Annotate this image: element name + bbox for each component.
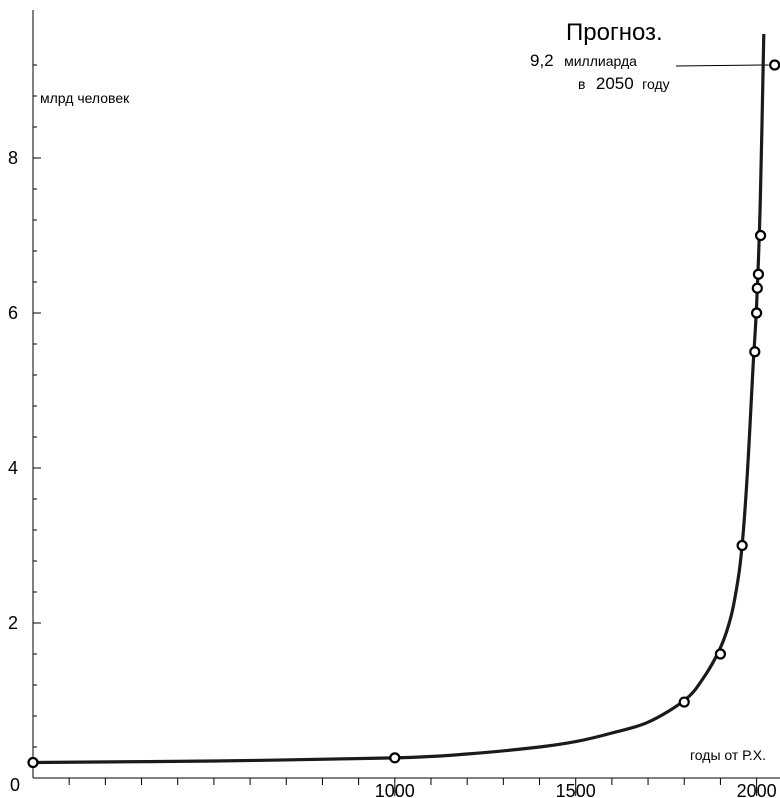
forecast-annotation: Прогноз. 9,2 миллиарда в 2050 году (530, 19, 769, 93)
data-point-2011 (754, 229, 767, 242)
data-point-2005 (752, 268, 765, 280)
forecast-leader-line (675, 64, 769, 67)
x-tick-labels: 1000 1500 2000 (375, 781, 777, 798)
y-tick-label-4: 4 (8, 458, 18, 478)
forecast-year: 2050 (596, 74, 634, 93)
population-curve (32, 33, 766, 765)
data-point-1900 (714, 648, 727, 660)
forecast-line-1: 9,2 миллиарда (530, 51, 637, 70)
forecast-value: 9,2 (530, 51, 554, 70)
forecast-line-2: в 2050 году (578, 74, 670, 93)
series-layer (27, 33, 780, 769)
forecast-title: Прогноз. (566, 19, 663, 46)
forecast-unit: миллиарда (564, 53, 637, 69)
x-axis-title: годы от Р.Х. (690, 747, 766, 763)
y-tick-label-2: 2 (8, 613, 18, 633)
y-tick-label-6: 6 (8, 303, 18, 323)
forecast-prefix: в (578, 76, 585, 92)
y-axis-title: млрд человек (40, 90, 130, 106)
x-tick-label-2000: 2000 (737, 781, 777, 798)
origin-label: 0 (10, 775, 20, 795)
x-tick-label-1500: 1500 (556, 781, 596, 798)
x-minor-ticks (68, 778, 758, 796)
y-tick-label-8: 8 (8, 148, 18, 168)
data-point-1995 (749, 346, 761, 358)
y-minor-ticks (33, 64, 41, 748)
forecast-suffix: году (642, 76, 669, 92)
data-point-2000 (750, 307, 763, 319)
data-point-0 (27, 756, 39, 769)
data-point-1000 (389, 752, 401, 764)
y-tick-labels: 2 4 6 8 (8, 148, 18, 633)
data-point-1800 (678, 696, 690, 708)
x-tick-label-1000: 1000 (375, 781, 415, 798)
data-point-2002 (751, 282, 763, 294)
data-point-2050 (769, 59, 780, 71)
data-point-1960 (736, 539, 748, 552)
